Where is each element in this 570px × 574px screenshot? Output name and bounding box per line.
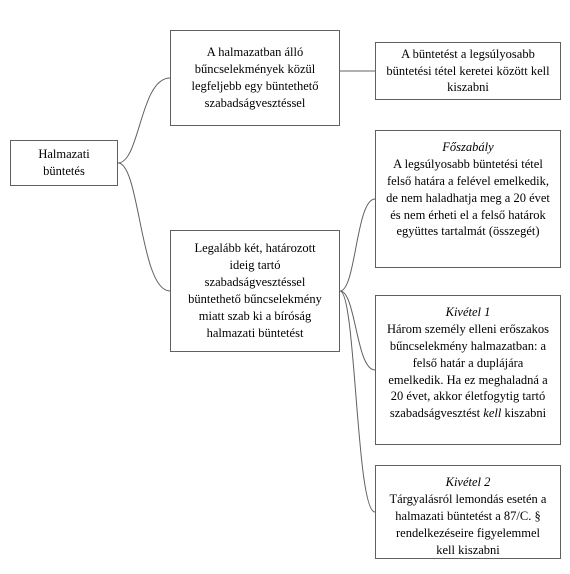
edge-lower-foszabaly [340,199,375,291]
node-upper-right: A büntetést a legsúlyosabb büntetési tét… [375,42,561,100]
edge-root-lower [118,163,170,291]
node-upper: A halmazatban álló bűncselekmények közül… [170,30,340,126]
node-kivetel1-em: kell [483,406,501,420]
edge-lower-kivetel2 [340,291,375,512]
node-foszabaly-text: A legsúlyosabb büntetési tétel felső hat… [386,156,550,240]
node-root: Halmazati büntetés [10,140,118,186]
edge-lower-kivetel1 [340,291,375,370]
node-kivetel2-title: Kivétel 2 [386,474,550,491]
node-kivetel1: Kivétel 1 Három személy elleni erőszakos… [375,295,561,445]
node-lower-text: Legalább két, határozott ideig tartó sza… [181,240,329,341]
node-kivetel2-text: Tárgyalásról lemondás esetén a halmazati… [386,491,550,559]
node-lower: Legalább két, határozott ideig tartó sza… [170,230,340,352]
node-foszabaly: Főszabály A legsúlyosabb büntetési tétel… [375,130,561,268]
edge-root-upper [118,78,170,163]
node-root-text: Halmazati büntetés [21,146,107,180]
node-upper-right-text: A büntetést a legsúlyosabb büntetési tét… [386,46,550,97]
node-kivetel1-body: Három személy elleni erőszakos bűncselek… [386,321,550,422]
node-kivetel1-title: Kivétel 1 [386,304,550,321]
node-kivetel2: Kivétel 2 Tárgyalásról lemondás esetén a… [375,465,561,559]
node-kivetel1-post: kiszabni [501,406,546,420]
node-upper-text: A halmazatban álló bűncselekmények közül… [181,44,329,112]
node-foszabaly-title: Főszabály [386,139,550,156]
